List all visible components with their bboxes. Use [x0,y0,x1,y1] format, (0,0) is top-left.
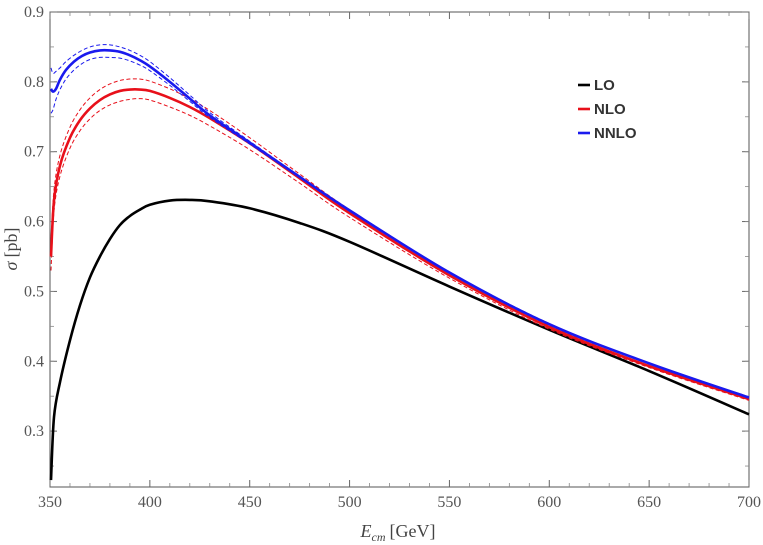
y-axis-label-symbol: σ [1,260,21,270]
legend-label-lo: LO [594,77,615,94]
x-axis-label: Ecm [GeV] [360,521,436,544]
plot-frame [49,11,750,488]
x-tick-label: 400 [138,494,162,511]
series-layer [49,44,750,481]
x-tick-label: 700 [737,494,761,511]
y-tick-label: 0.4 [24,353,44,370]
x-axis-label-subscript: cm [372,530,386,544]
y-tick-label: 0.5 [24,283,44,300]
y-tick-label: 0.3 [24,423,44,440]
y-tick-label: 0.8 [24,74,44,91]
x-tick-label: 650 [637,494,661,511]
legend: LO NLO NNLO [578,77,637,142]
y-axis-ticks: 0.3 0.4 0.5 0.6 0.7 0.8 0.9 [24,4,749,467]
legend-label-nlo: NLO [594,101,626,118]
x-axis-label-symbol: E [360,521,372,541]
y-tick-label: 0.9 [24,4,44,21]
x-tick-label: 450 [238,494,262,511]
series-line-lo [49,198,750,481]
series-line-nnlo-lower [50,56,750,399]
x-tick-label: 600 [537,494,561,511]
series-line-nnlo-upper [50,44,750,398]
y-tick-label: 0.6 [24,214,44,231]
y-axis-label: σ [pb] [1,228,21,271]
x-axis-ticks: 350 400 450 500 550 600 650 700 [38,12,761,511]
y-tick-label: 0.7 [24,144,44,161]
x-tick-label: 500 [338,494,362,511]
legend-label-nnlo: NNLO [594,125,637,142]
x-axis-label-unit: [GeV] [390,521,436,541]
series-line-nlo-lower [50,98,750,401]
x-tick-label: 350 [38,494,62,511]
y-axis-label-unit: [pb] [1,228,21,258]
series-line-nlo [49,88,750,401]
series-line-nnlo [49,48,750,399]
x-tick-label: 550 [437,494,461,511]
series-line-nlo-upper [50,78,750,399]
